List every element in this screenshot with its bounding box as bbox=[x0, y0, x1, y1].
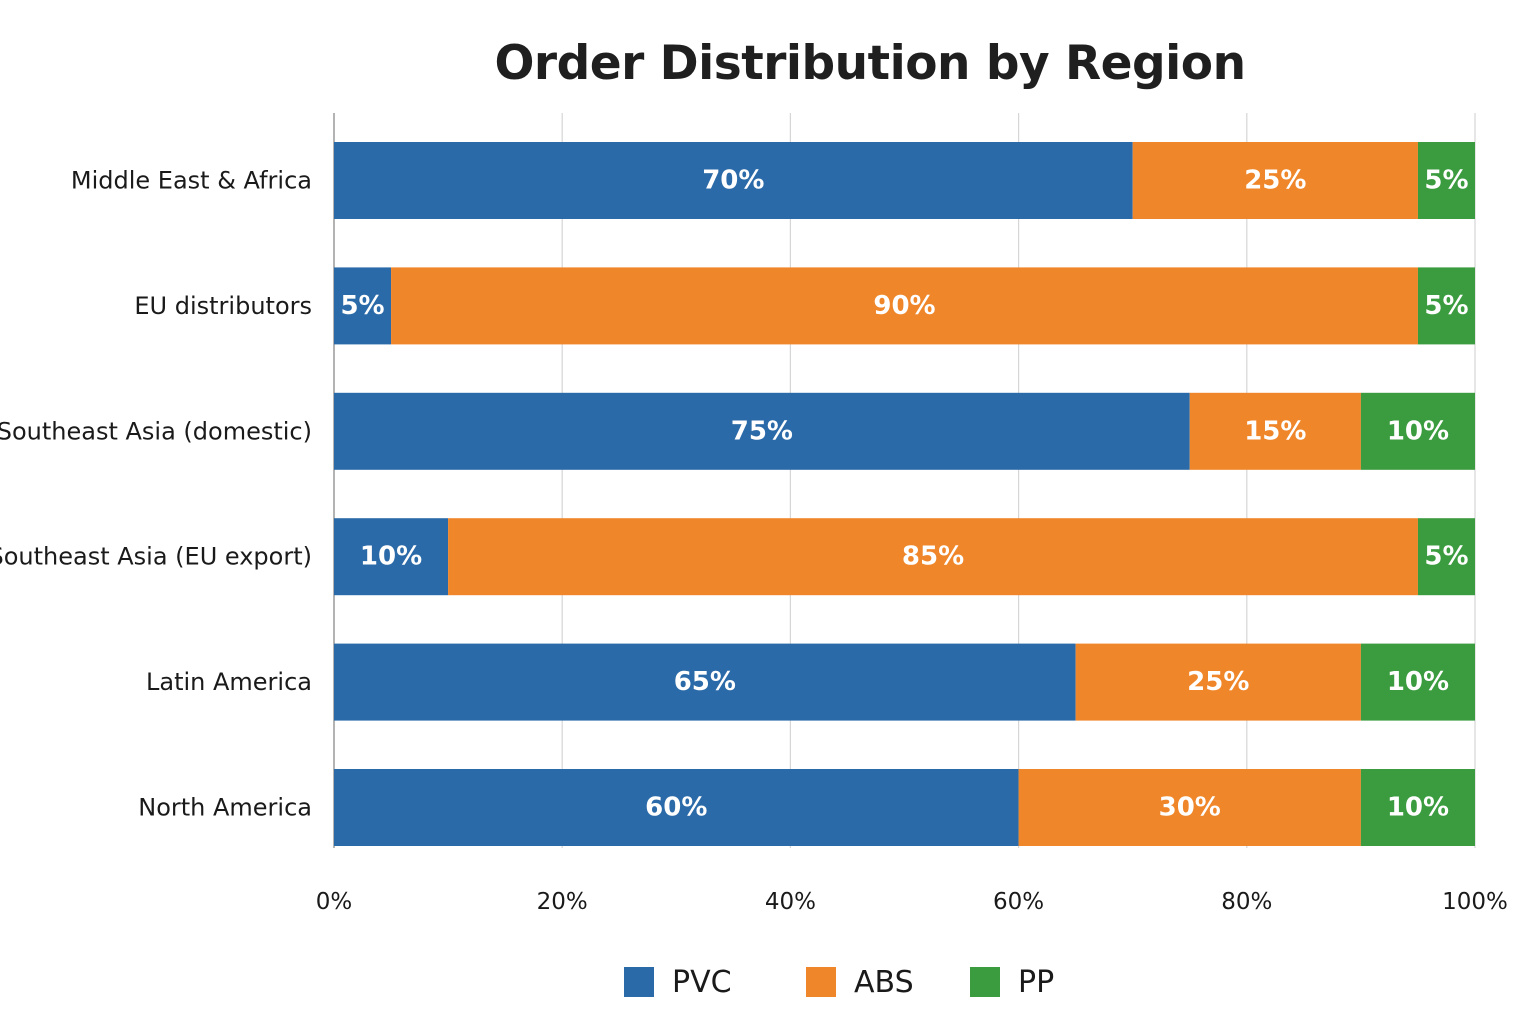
value-label-latin-america-pvc: 65% bbox=[674, 667, 736, 697]
legend-item-pvc: PVC bbox=[624, 960, 732, 1004]
category-label-eu-distributors: EU distributors bbox=[134, 292, 312, 320]
bar-middle-east-africa-pp bbox=[1417, 142, 1475, 219]
bar-southeast-asia-domestic-pvc bbox=[334, 392, 1190, 470]
bar-value-labels: 70% 25% 5% 5% 90% 5% 75% 15% 10% 10% 85% 5% 65% 25% 10… bbox=[340, 166, 1468, 823]
bar-latin-america-pvc bbox=[334, 643, 1076, 721]
bar-southeast-asia-eu-export-pp bbox=[1417, 518, 1475, 596]
value-label-latin-america-pp: 10% bbox=[1387, 667, 1449, 697]
bar-southeast-asia-domestic-abs bbox=[1189, 392, 1361, 470]
bar-eu-distributors-pp bbox=[1417, 267, 1475, 345]
value-label-middle-east-africa-pp: 5% bbox=[1424, 166, 1468, 196]
x-tick-label-100: 100% bbox=[1442, 889, 1508, 915]
bar-latin-america-pp bbox=[1360, 643, 1475, 721]
value-label-eu-distributors-abs: 90% bbox=[873, 291, 935, 321]
bar-southeast-asia-domestic-pp bbox=[1360, 392, 1475, 470]
category-label-north-america: North America bbox=[138, 794, 312, 822]
value-label-southeast-asia-eu-export-pvc: 10% bbox=[360, 542, 422, 572]
value-label-north-america-pp: 10% bbox=[1387, 793, 1449, 823]
x-tick-label-60: 60% bbox=[993, 889, 1044, 915]
category-label-middle-east-africa: Middle East & Africa bbox=[71, 167, 312, 195]
value-label-eu-distributors-pvc: 5% bbox=[340, 291, 384, 321]
bar-north-america-abs bbox=[1018, 769, 1361, 846]
value-label-north-america-abs: 30% bbox=[1159, 793, 1221, 823]
category-label-latin-america: Latin America bbox=[146, 668, 312, 696]
bar-latin-america-abs bbox=[1075, 643, 1361, 721]
value-label-southeast-asia-domestic-pp: 10% bbox=[1387, 416, 1449, 446]
x-axis-ticks: 0% 20% 40% 60% 80% 100% bbox=[316, 889, 1508, 915]
legend-item-abs: ABS bbox=[806, 960, 914, 1004]
bar-north-america-pvc bbox=[334, 769, 1019, 846]
bar-middle-east-africa-pvc bbox=[334, 142, 1133, 219]
legend-label-pvc: PVC bbox=[672, 964, 732, 1000]
legend-label-abs: ABS bbox=[854, 964, 914, 1000]
category-labels: Middle East & Africa EU distributors South… bbox=[0, 167, 312, 822]
legend-item-pp: PP bbox=[970, 960, 1054, 1004]
legend-swatch-pp bbox=[970, 967, 1000, 997]
value-label-eu-distributors-pp: 5% bbox=[1424, 291, 1468, 321]
bar-north-america-pp bbox=[1360, 769, 1475, 846]
x-tick-label-80: 80% bbox=[1221, 889, 1272, 915]
bar-southeast-asia-eu-export-abs bbox=[448, 518, 1418, 596]
x-tick-label-20: 20% bbox=[537, 889, 588, 915]
legend-swatch-abs bbox=[806, 967, 836, 997]
value-label-latin-america-abs: 25% bbox=[1187, 667, 1249, 697]
bar-southeast-asia-eu-export-pvc bbox=[334, 518, 449, 596]
bar-eu-distributors-abs bbox=[391, 267, 1418, 345]
bar-middle-east-africa-abs bbox=[1132, 142, 1418, 219]
bars bbox=[334, 142, 1475, 846]
value-label-middle-east-africa-abs: 25% bbox=[1244, 166, 1306, 196]
value-label-southeast-asia-eu-export-abs: 85% bbox=[902, 542, 964, 572]
bar-eu-distributors-pvc bbox=[334, 267, 392, 345]
legend-label-pp: PP bbox=[1018, 964, 1055, 1000]
x-tick-label-0: 0% bbox=[316, 889, 353, 915]
value-label-middle-east-africa-pvc: 70% bbox=[702, 166, 764, 196]
legend-swatch-pvc bbox=[624, 967, 654, 997]
category-label-southeast-asia-domestic: Southeast Asia (domestic) bbox=[0, 417, 312, 445]
chart-title: Order Distribution by Region bbox=[494, 36, 1246, 91]
grid-lines bbox=[333, 113, 1476, 848]
x-tick-label-40: 40% bbox=[765, 889, 816, 915]
category-label-southeast-asia-eu-export: Southeast Asia (EU export) bbox=[0, 543, 312, 571]
value-label-southeast-asia-eu-export-pp: 5% bbox=[1424, 542, 1468, 572]
value-label-southeast-asia-domestic-abs: 15% bbox=[1244, 416, 1306, 446]
value-label-southeast-asia-domestic-pvc: 75% bbox=[731, 416, 793, 446]
legend: PVC ABS PP bbox=[0, 960, 1536, 1004]
value-label-north-america-pvc: 60% bbox=[645, 793, 707, 823]
